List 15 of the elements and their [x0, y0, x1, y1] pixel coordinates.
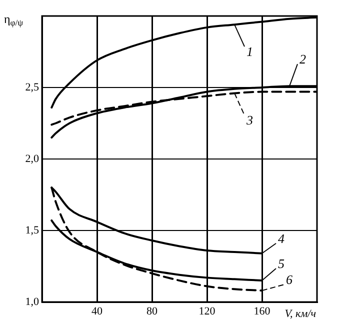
- series-label: 5: [278, 256, 285, 271]
- y-tick-label: 1,5: [25, 224, 40, 236]
- y-tick-label: 2,5: [25, 81, 40, 94]
- x-tick-label: 80: [146, 305, 158, 318]
- x-tick-label: 160: [254, 305, 271, 318]
- legend-label: 1: [246, 44, 253, 59]
- series-label: 4: [278, 230, 285, 246]
- y-tick-label: 1,0: [25, 296, 40, 308]
- x-tick-label: 120: [198, 305, 216, 318]
- y-tick-label: 2,0: [25, 152, 40, 165]
- legend-label: 3: [246, 112, 254, 128]
- series-label: 6: [286, 272, 293, 287]
- x-tick-label: 40: [92, 305, 103, 318]
- x-axis-title: V, км/ч: [284, 308, 316, 320]
- series-label: 2: [300, 51, 306, 66]
